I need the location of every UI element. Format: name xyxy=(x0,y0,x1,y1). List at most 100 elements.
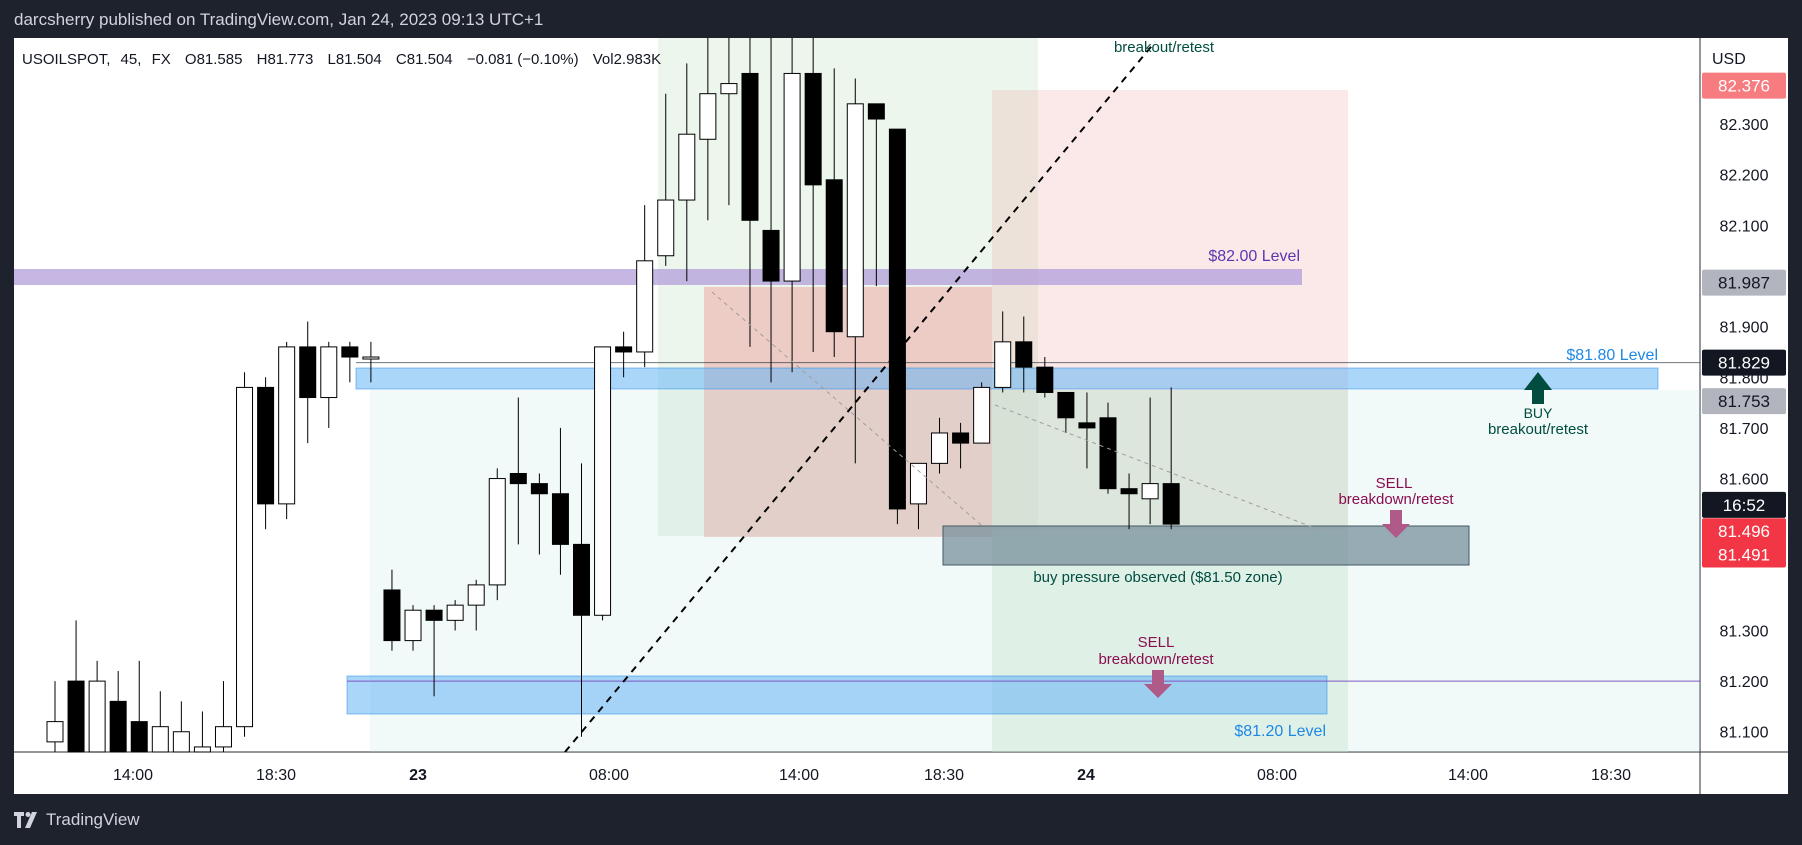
price-tags: 82.376 81.987 81.829 81.753 16:52 81.496 81.49… xyxy=(1702,72,1786,568)
projection-line-2 xyxy=(994,404,1321,531)
price-tag-label: 82.376 xyxy=(1718,77,1770,96)
candle-body xyxy=(488,478,506,586)
y-tick-label: 82.200 xyxy=(1720,168,1769,185)
buy-pressure-label: buy pressure observed ($81.50 zone) xyxy=(1033,569,1282,586)
sell-right-arrow-icon-head xyxy=(1382,524,1410,538)
level-82-label: $82.00 Level xyxy=(1208,248,1300,265)
legend-open: O81.585 xyxy=(185,51,243,68)
sell-bottom-arrow-icon-head xyxy=(1144,684,1172,698)
y-tick-label: 82.300 xyxy=(1720,117,1769,134)
candle-body xyxy=(151,726,169,753)
candle-body xyxy=(278,346,296,505)
candle-body xyxy=(994,341,1012,388)
legend-close: C81.504 xyxy=(396,51,453,68)
x-tick-label: 14:00 xyxy=(113,767,153,784)
candle-body xyxy=(1078,422,1096,429)
candle-body xyxy=(1120,488,1138,495)
drawing-overlays: breakout/retest $82.00 Level $81.80 Level $… xyxy=(564,39,1658,753)
legend-high: H81.773 xyxy=(257,51,314,68)
x-tick-label: 24 xyxy=(1077,767,1095,784)
price-tag-bg xyxy=(1702,349,1786,376)
candle-body xyxy=(320,346,338,399)
time-axis-background xyxy=(14,752,1788,794)
price-tag-bg xyxy=(1702,269,1786,296)
candle-body xyxy=(88,680,106,753)
candle-body xyxy=(1141,483,1159,500)
candle-body xyxy=(973,386,991,444)
publisher-text: darcsherry published on TradingView.com,… xyxy=(14,10,544,29)
projection-line-1 xyxy=(711,291,996,538)
price-tag-label: 81.753 xyxy=(1718,392,1770,411)
candle-body xyxy=(1015,341,1033,368)
candle-body xyxy=(341,346,359,358)
candle-body xyxy=(425,609,443,621)
candle-body xyxy=(257,386,275,505)
legend-exchange: FX xyxy=(152,51,171,68)
candle-body xyxy=(931,432,949,464)
candle-body xyxy=(783,72,801,282)
legend-volume: Vol2.983K xyxy=(593,51,661,68)
x-tick-label: 18:30 xyxy=(924,767,964,784)
level-82-band xyxy=(14,269,1302,285)
legend-low: L81.504 xyxy=(328,51,382,68)
short-position-risk-zone xyxy=(992,90,1348,530)
candle-body xyxy=(636,260,654,353)
sell-right-label: SELL xyxy=(1376,475,1413,492)
price-tag-bg xyxy=(1702,541,1786,568)
level-8120-label: $81.20 Level xyxy=(1234,723,1326,740)
y-tick-label: 81.100 xyxy=(1720,725,1769,742)
candle-body xyxy=(846,103,864,338)
sell-bottom-arrow-icon-shaft xyxy=(1152,670,1164,684)
tradingview-footer[interactable]: TradingView xyxy=(14,810,140,830)
x-tick-label: 18:30 xyxy=(256,767,296,784)
candle-body xyxy=(657,199,675,257)
price-tag-bg xyxy=(1702,388,1786,415)
buy-sub-label: breakout/retest xyxy=(1488,421,1589,438)
candles-group xyxy=(46,38,1180,753)
candle-body xyxy=(720,83,738,95)
legend-interval: 45, xyxy=(121,51,142,68)
buy-arrow-head-icon xyxy=(1524,372,1552,390)
candle-body xyxy=(193,746,211,753)
candle-body xyxy=(1162,483,1180,525)
buy-arrow-shaft-icon xyxy=(1532,390,1544,404)
y-tick-label: 81.900 xyxy=(1720,320,1769,337)
footer-brand: TradingView xyxy=(46,810,140,829)
price-tag-label: 81.987 xyxy=(1718,274,1770,293)
candle-body xyxy=(573,543,590,616)
x-tick-label: 08:00 xyxy=(589,767,629,784)
candle-body xyxy=(615,346,633,353)
candle-body xyxy=(214,726,232,748)
trend-line-breakout xyxy=(564,41,1156,753)
candle-body xyxy=(383,589,401,642)
sell-bottom-label: SELL xyxy=(1138,634,1175,651)
buy-label: BUY xyxy=(1524,405,1553,421)
price-tag-bg xyxy=(1702,72,1786,99)
price-tag-label: 81.829 xyxy=(1718,354,1770,373)
y-tick-label: 81.600 xyxy=(1720,472,1769,489)
candle-body xyxy=(952,432,970,444)
candle-body xyxy=(762,229,780,282)
candle-body xyxy=(551,493,569,545)
candle-body xyxy=(888,128,906,510)
candle-body xyxy=(825,179,843,333)
sell-right-arrow-icon-shaft xyxy=(1390,510,1402,524)
legend-symbol: USOILSPOT, xyxy=(22,51,110,68)
y-tick-label: 81.700 xyxy=(1720,421,1769,438)
y-tick-label: 81.200 xyxy=(1720,674,1769,691)
breakout-top-label: breakout/retest xyxy=(1114,39,1215,56)
x-tick-label: 18:30 xyxy=(1591,767,1631,784)
legend-line: USOILSPOT, 45, FX O81.585 H81.773 L81.50… xyxy=(22,51,661,68)
y-tick-label: 82.100 xyxy=(1720,218,1769,235)
currency-label: USD xyxy=(1712,51,1746,68)
candle-body xyxy=(509,472,527,485)
price-tag-bg xyxy=(1702,518,1786,545)
price-tag-label: 16:52 xyxy=(1723,496,1766,515)
price-tag-bg xyxy=(1702,491,1786,518)
candle-body xyxy=(172,731,190,753)
time-axis: 14:00 18:30 23 08:00 14:00 18:30 24 08:00 14:00 1… xyxy=(113,767,1631,784)
price-tag-label: 81.496 xyxy=(1718,522,1770,541)
price-tag-label: 81.491 xyxy=(1718,546,1770,565)
level-8120-band xyxy=(346,675,1328,715)
